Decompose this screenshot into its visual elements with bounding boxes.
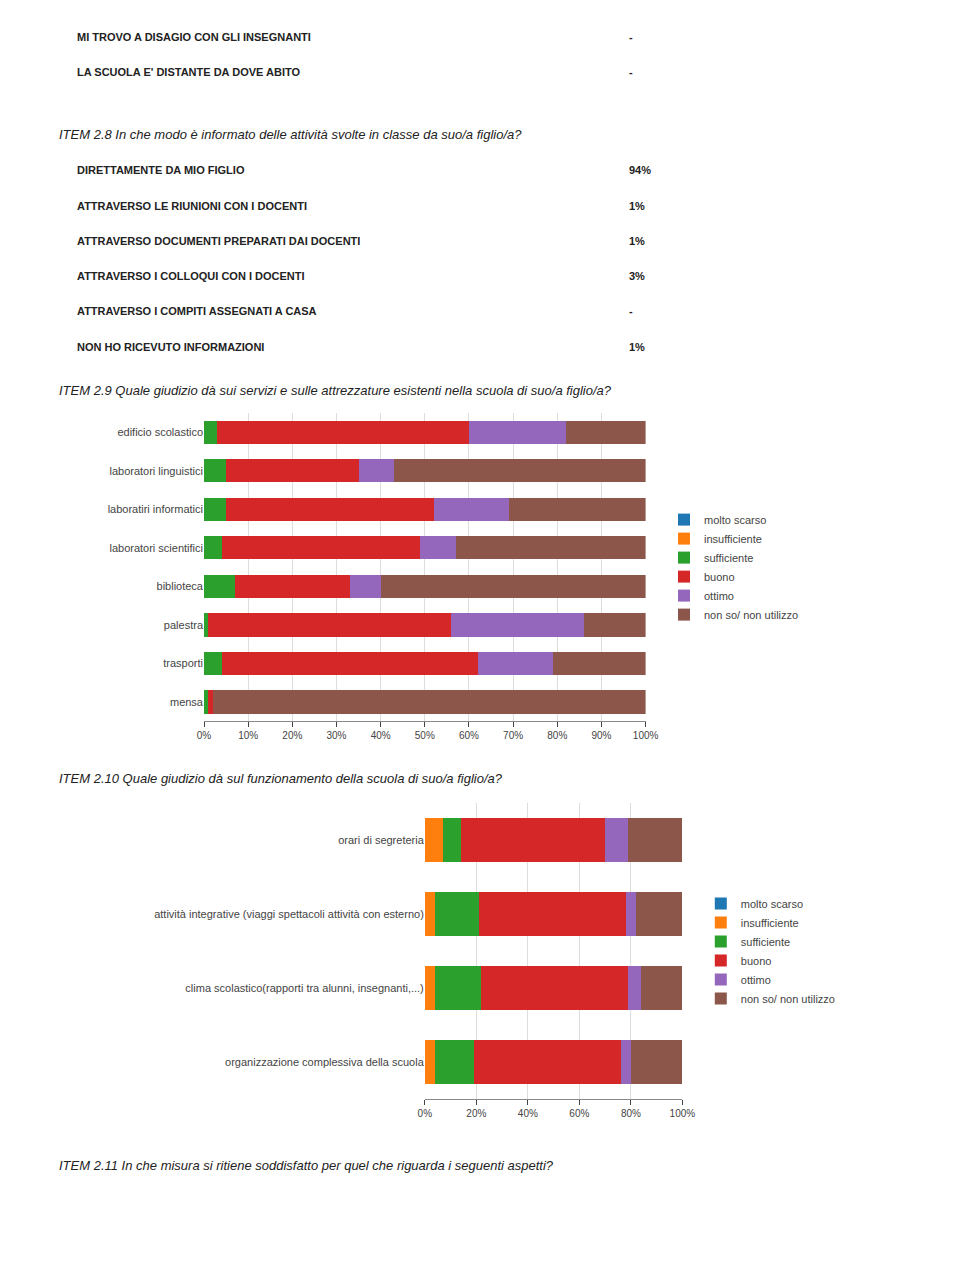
svg-text:ottimo: ottimo	[741, 974, 771, 986]
svg-text:LA SCUOLA E' DISTANTE DA DOVE: LA SCUOLA E' DISTANTE DA DOVE ABITO	[77, 66, 300, 78]
svg-text:molto scarso: molto scarso	[741, 898, 803, 910]
svg-text:DIRETTAMENTE DA MIO FIGLIO: DIRETTAMENTE DA MIO FIGLIO	[77, 164, 245, 176]
svg-text:10%: 10%	[238, 730, 258, 741]
svg-text:94%: 94%	[629, 164, 651, 176]
svg-text:0%: 0%	[418, 1108, 433, 1119]
svg-text:ATTRAVERSO I COLLOQUI CON I DO: ATTRAVERSO I COLLOQUI CON I DOCENTI	[77, 270, 305, 282]
svg-text:1%: 1%	[629, 235, 645, 247]
svg-text:30%: 30%	[326, 730, 346, 741]
svg-text:buono: buono	[741, 955, 772, 967]
svg-text:insufficiente: insufficiente	[704, 533, 762, 545]
svg-text:80%: 80%	[547, 730, 567, 741]
svg-text:buono: buono	[704, 571, 735, 583]
svg-text:20%: 20%	[282, 730, 302, 741]
svg-text:-: -	[629, 305, 633, 317]
svg-text:non so/ non utilizzo: non so/ non utilizzo	[704, 609, 798, 621]
svg-text:100%: 100%	[670, 1108, 696, 1119]
svg-text:MI TROVO A DISAGIO CON GLI INS: MI TROVO A DISAGIO CON GLI INSEGNANTI	[77, 31, 311, 43]
svg-text:90%: 90%	[591, 730, 611, 741]
svg-text:organizzazione complessiva del: organizzazione complessiva della scuola	[225, 1056, 425, 1068]
svg-text:biblioteca: biblioteca	[157, 580, 204, 592]
svg-text:80%: 80%	[621, 1108, 641, 1119]
svg-text:attività integrative (viaggi s: attività integrative (viaggi spettacoli …	[154, 908, 424, 920]
svg-text:laboratori scientifici: laboratori scientifici	[109, 542, 203, 554]
svg-text:ITEM 2.8 In che modo è informa: ITEM 2.8 In che modo è informato delle a…	[59, 127, 522, 142]
svg-text:40%: 40%	[371, 730, 391, 741]
svg-text:orari di segreteria: orari di segreteria	[338, 834, 424, 846]
svg-text:1%: 1%	[629, 200, 645, 212]
svg-text:NON HO RICEVUTO INFORMAZIONI: NON HO RICEVUTO INFORMAZIONI	[77, 341, 264, 353]
svg-text:1%: 1%	[629, 341, 645, 353]
svg-text:palestra: palestra	[164, 619, 204, 631]
svg-text:mensa: mensa	[170, 696, 204, 708]
svg-text:50%: 50%	[415, 730, 435, 741]
svg-text:100%: 100%	[633, 730, 659, 741]
svg-text:40%: 40%	[518, 1108, 538, 1119]
svg-text:ATTRAVERSO DOCUMENTI PREPARATI: ATTRAVERSO DOCUMENTI PREPARATI DAI DOCEN…	[77, 235, 360, 247]
svg-text:70%: 70%	[503, 730, 523, 741]
svg-text:ottimo: ottimo	[704, 590, 734, 602]
svg-text:ATTRAVERSO LE RIUNIONI CON I D: ATTRAVERSO LE RIUNIONI CON I DOCENTI	[77, 200, 307, 212]
svg-text:-: -	[629, 66, 633, 78]
svg-text:0%: 0%	[197, 730, 212, 741]
svg-text:clima scolastico(rapporti tra: clima scolastico(rapporti tra alunni, in…	[185, 982, 423, 994]
svg-text:60%: 60%	[569, 1108, 589, 1119]
svg-text:sufficiente: sufficiente	[704, 552, 753, 564]
svg-text:ITEM 2.10 Quale giudizio dà su: ITEM 2.10 Quale giudizio dà sul funziona…	[59, 771, 503, 786]
svg-text:laboratori linguistici: laboratori linguistici	[109, 465, 203, 477]
svg-text:laboratiri informatici: laboratiri informatici	[108, 503, 203, 515]
svg-text:20%: 20%	[466, 1108, 486, 1119]
svg-text:molto scarso: molto scarso	[704, 514, 766, 526]
svg-text:sufficiente: sufficiente	[741, 936, 790, 948]
svg-text:non so/ non utilizzo: non so/ non utilizzo	[741, 993, 835, 1005]
svg-text:3%: 3%	[629, 270, 645, 282]
svg-text:ITEM 2.9 Quale giudizio dà sui: ITEM 2.9 Quale giudizio dà sui servizi e…	[59, 383, 612, 398]
svg-text:edificio scolastico: edificio scolastico	[117, 426, 203, 438]
svg-text:ITEM 2.11 In che misura si rit: ITEM 2.11 In che misura si ritiene soddi…	[59, 1158, 554, 1173]
svg-text:trasporti: trasporti	[163, 657, 203, 669]
svg-text:60%: 60%	[459, 730, 479, 741]
svg-text:ATTRAVERSO I COMPITI ASSEGNATI: ATTRAVERSO I COMPITI ASSEGNATI A CASA	[77, 305, 317, 317]
svg-text:insufficiente: insufficiente	[741, 917, 799, 929]
svg-text:-: -	[629, 31, 633, 43]
